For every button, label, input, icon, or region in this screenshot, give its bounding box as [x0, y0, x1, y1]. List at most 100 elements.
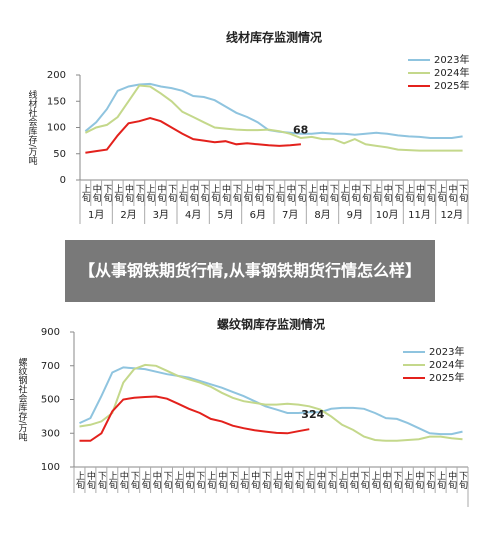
x-tick-label: 下旬 [96, 471, 107, 490]
x-tick-label: 下旬 [293, 471, 304, 490]
month-label: 2月 [120, 209, 136, 221]
x-tick-label: 下旬 [457, 184, 468, 203]
y-axis-label: 线材社会库存/万吨 [27, 89, 38, 165]
legend-label: 2025年 [429, 371, 464, 384]
x-tick-label: 中旬 [382, 183, 393, 203]
x-tick-label: 中旬 [188, 183, 199, 203]
data-label: 324 [301, 408, 324, 421]
x-tick-label: 中旬 [118, 470, 129, 490]
x-tick-label: 上旬 [371, 184, 382, 203]
y-axis-label: 螺纹钢社会库存/万吨 [17, 357, 28, 441]
month-label: 4月 [185, 209, 201, 221]
month-label: 11月 [408, 209, 431, 221]
y-tick-label: 200 [47, 70, 66, 81]
x-tick-label: 下旬 [326, 471, 337, 490]
x-tick-label: 中旬 [446, 183, 457, 203]
x-tick-label: 中旬 [91, 183, 102, 203]
y-tick-label: 100 [41, 462, 60, 473]
x-tick-label: 中旬 [252, 183, 263, 203]
month-label: 6月 [250, 209, 266, 221]
x-tick-label: 下旬 [260, 471, 271, 490]
y-tick-label: 100 [47, 123, 66, 134]
x-tick-label: 中旬 [317, 183, 328, 203]
x-tick-label: 中旬 [285, 183, 296, 203]
x-tick-label: 下旬 [359, 471, 370, 490]
legend-label: 2025年 [434, 79, 469, 92]
month-label: 12月 [440, 209, 463, 221]
x-tick-label: 上旬 [107, 471, 118, 490]
y-tick-label: 900 [41, 327, 60, 338]
legend-label: 2024年 [434, 66, 469, 79]
series-line [79, 395, 310, 442]
x-tick-label: 上旬 [337, 471, 348, 490]
month-label: 8月 [314, 209, 330, 221]
x-tick-label: 中旬 [282, 470, 293, 490]
data-label: 68 [293, 123, 308, 136]
x-tick-label: 上旬 [369, 471, 380, 490]
x-tick-label: 下旬 [101, 184, 112, 203]
x-tick-label: 中旬 [151, 470, 162, 490]
x-tick-label: 中旬 [380, 470, 391, 490]
y-tick-label: 700 [41, 361, 60, 372]
series-line [84, 84, 463, 152]
x-tick-label: 中旬 [249, 470, 259, 490]
y-tick-label: 500 [41, 395, 60, 406]
x-tick-label: 上旬 [402, 471, 413, 490]
x-tick-label: 上旬 [435, 471, 446, 490]
x-tick-label: 下旬 [328, 184, 339, 203]
legend-label: 2023年 [434, 53, 469, 66]
x-tick-label: 中旬 [216, 470, 227, 490]
x-tick-label: 下旬 [162, 471, 173, 490]
x-tick-label: 中旬 [413, 470, 424, 490]
x-tick-label: 上旬 [209, 184, 220, 203]
x-tick-label: 下旬 [360, 184, 371, 203]
x-tick-label: 下旬 [227, 471, 238, 490]
month-label: 9月 [347, 209, 363, 221]
x-tick-label: 上旬 [205, 471, 216, 490]
x-tick-label: 下旬 [263, 184, 274, 203]
y-tick-label: 50 [53, 149, 66, 160]
month-label: 10月 [376, 209, 399, 221]
x-tick-label: 上旬 [140, 471, 151, 490]
legend-label: 2024年 [429, 358, 464, 371]
x-tick-label: 上旬 [271, 471, 282, 490]
x-tick-label: 上旬 [403, 184, 414, 203]
x-tick-label: 下旬 [295, 184, 306, 203]
chart-title: 线材库存监测情况 [226, 30, 322, 45]
x-tick-label: 上旬 [145, 184, 156, 203]
x-tick-label: 中旬 [155, 183, 166, 203]
x-tick-label: 中旬 [315, 470, 326, 490]
x-tick-label: 上旬 [172, 471, 183, 490]
x-tick-label: 下旬 [425, 184, 436, 203]
x-tick-label: 下旬 [129, 471, 140, 490]
x-tick-label: 上旬 [274, 184, 285, 203]
x-tick-label: 中旬 [183, 470, 194, 490]
x-tick-label: 上旬 [436, 184, 447, 203]
x-tick-label: 中旬 [348, 470, 359, 490]
x-tick-label: 中旬 [446, 470, 457, 490]
series-line [85, 117, 301, 154]
x-tick-label: 下旬 [166, 184, 177, 203]
chart-title: 螺纹钢库存监测情况 [217, 317, 325, 332]
x-tick-label: 上旬 [306, 184, 317, 203]
series-line [79, 363, 463, 442]
month-label: 3月 [153, 209, 169, 221]
x-tick-label: 上旬 [304, 471, 315, 490]
x-tick-label: 中旬 [349, 183, 360, 203]
x-tick-label: 下旬 [134, 184, 145, 203]
x-tick-label: 下旬 [198, 184, 209, 203]
x-tick-label: 下旬 [194, 471, 205, 490]
x-tick-label: 下旬 [391, 471, 402, 490]
x-tick-label: 下旬 [457, 471, 468, 490]
x-tick-label: 中旬 [220, 183, 231, 203]
x-tick-label: 上旬 [242, 184, 253, 203]
x-tick-label: 中旬 [85, 470, 96, 490]
y-tick-label: 150 [47, 96, 66, 107]
x-tick-label: 下旬 [424, 471, 435, 490]
x-tick-label: 下旬 [231, 184, 242, 203]
x-tick-label: 下旬 [392, 184, 403, 203]
x-tick-label: 上旬 [238, 471, 249, 490]
legend-label: 2023年 [429, 345, 464, 358]
